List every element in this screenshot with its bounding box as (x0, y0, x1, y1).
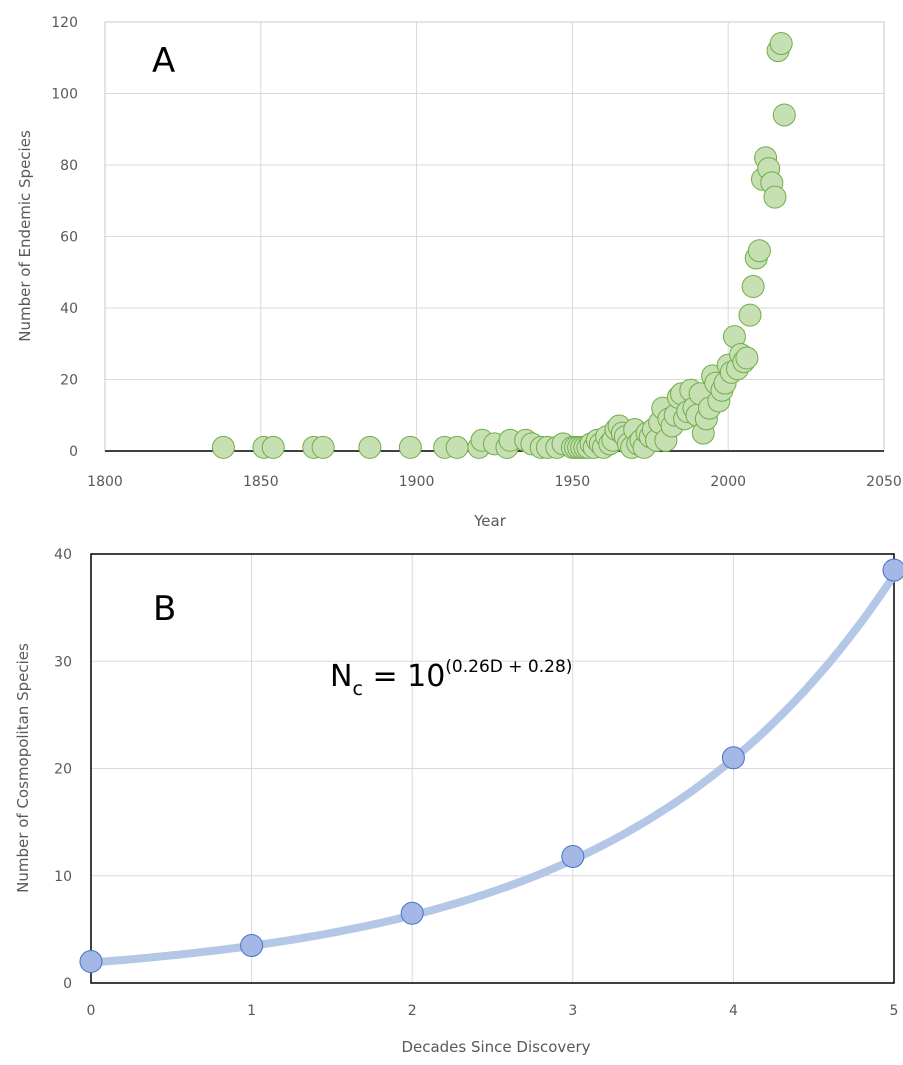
data-point (400, 901, 424, 925)
panel-b-y-tick-label: 30 (54, 654, 72, 670)
panel-a-label: A (152, 41, 175, 81)
data-point (79, 950, 103, 974)
panel-b-y-tick-label: 0 (63, 976, 72, 992)
panel-a-y-tick-label: 80 (60, 158, 78, 174)
panel-b-x-tick-label: 1 (247, 1003, 256, 1019)
panel-b-x-tick-label: 5 (890, 1003, 899, 1019)
panel-b-y-tick-label: 10 (54, 869, 72, 885)
scatter-point (398, 435, 422, 459)
panel-b-formula: Nc = 10(0.26D + 0.28) (330, 657, 572, 700)
panel-a-y-axis-title: Number of Endemic Species (16, 130, 34, 342)
panel-b-x-tick-label: 4 (729, 1003, 738, 1019)
formula-equals: = 10 (363, 659, 445, 694)
panel-b-y-tick-label: 20 (54, 762, 72, 778)
panel-a-y-tick-label: 120 (51, 15, 78, 31)
panel-a-y-tick-label: 20 (60, 373, 78, 389)
panel-a-x-tick-label: 2050 (866, 474, 902, 490)
scatter-point (311, 435, 335, 459)
panel-a-y-tick-labels: 0 20 40 60 80 100 120 (51, 15, 78, 460)
panel-a-x-axis-title: Year (473, 512, 507, 530)
scatter-point (358, 435, 382, 459)
data-point (240, 933, 264, 957)
data-point (561, 844, 585, 868)
scatter-point (763, 185, 787, 209)
scatter-point (211, 435, 235, 459)
panel-a-scatter-points (211, 31, 796, 459)
panel-b-data-points (79, 558, 903, 974)
scatter-point (261, 435, 285, 459)
panel-b-x-tick-labels: 0 1 2 3 4 5 (87, 1003, 899, 1019)
chart-panel-b: 0 10 20 30 40 0 1 2 3 4 5 B Nc = 10(0.26D + 0.28)… (14, 547, 903, 1056)
scatter-point (772, 103, 796, 127)
panel-a-x-tick-label: 1800 (87, 474, 123, 490)
scatter-point (741, 275, 765, 299)
panel-b-fit-curve (87, 571, 898, 967)
formula-base: N (330, 659, 352, 694)
panel-b-label: B (153, 589, 176, 629)
scatter-point (738, 303, 762, 327)
formula-exponent: (0.26D + 0.28) (445, 657, 572, 677)
scatter-point (445, 435, 469, 459)
panel-a-x-tick-labels: 1800 1850 1900 1950 2000 2050 (87, 474, 902, 490)
formula-subscript: c (352, 678, 362, 700)
panel-b-y-tick-labels: 0 10 20 30 40 (54, 547, 72, 992)
panel-a-y-tick-label: 60 (60, 230, 78, 246)
panel-b-x-axis-title: Decades Since Discovery (401, 1038, 590, 1056)
panel-b-y-tick-label: 40 (54, 547, 72, 563)
scatter-point (747, 239, 771, 263)
panel-b-plot-frame (90, 553, 895, 984)
scatter-point (735, 346, 759, 370)
scatter-point (769, 31, 793, 55)
panel-a-y-tick-label: 0 (69, 444, 78, 460)
panel-a-x-tick-label: 1850 (243, 474, 279, 490)
panel-b-y-axis-title: Number of Cosmopolitan Species (14, 643, 32, 893)
panel-a-x-tick-label: 1900 (399, 474, 435, 490)
panel-a-x-tick-label: 1950 (555, 474, 591, 490)
panel-a-y-tick-label: 100 (51, 87, 78, 103)
chart-panel-a: 0 20 40 60 80 100 120 1800 1850 1900 1950 2000 2050… (16, 15, 902, 530)
panel-b-gridlines (91, 554, 894, 983)
panel-a-y-tick-label: 40 (60, 301, 78, 317)
data-point (882, 558, 903, 582)
data-point (721, 746, 745, 770)
panel-a-x-tick-label: 2000 (710, 474, 746, 490)
panel-b-x-tick-label: 2 (408, 1003, 417, 1019)
panel-a-gridlines (105, 21, 884, 451)
panel-b-x-tick-label: 3 (568, 1003, 577, 1019)
panel-b-x-tick-label: 0 (87, 1003, 96, 1019)
